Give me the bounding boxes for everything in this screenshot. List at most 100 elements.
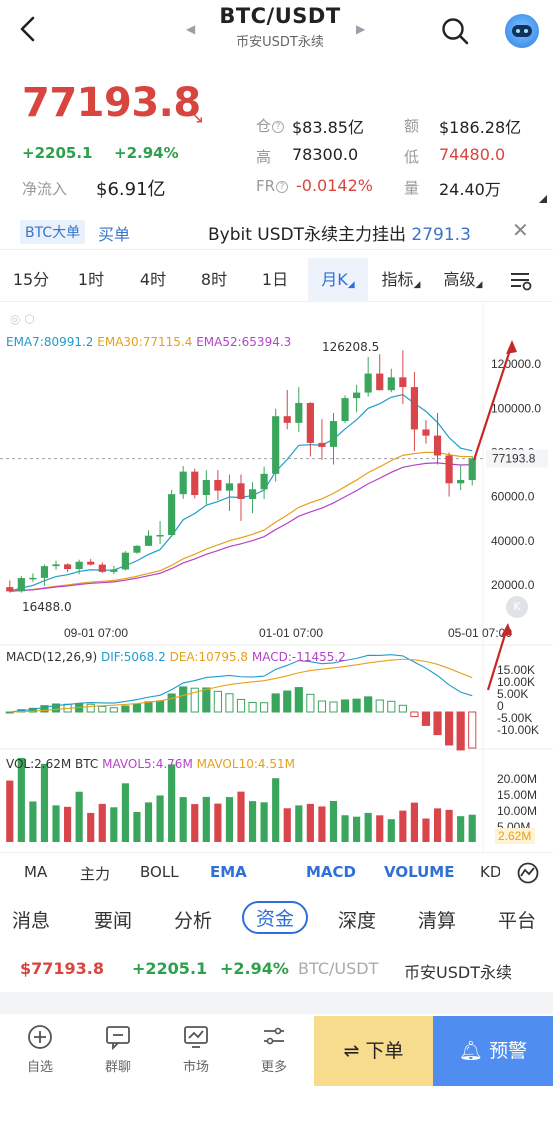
volume-bar <box>6 780 14 842</box>
macd-bar <box>121 705 130 713</box>
volume-axis-label: 15.00M <box>497 788 537 802</box>
ema52-line <box>9 462 473 592</box>
volume-bar <box>110 807 118 842</box>
macd-bar <box>271 693 280 713</box>
candle-body <box>295 402 303 423</box>
dea-label: DEA:10795.8 <box>169 650 249 664</box>
tab-monthly[interactable]: 月K◢ <box>308 258 368 302</box>
macd-bar <box>155 700 165 713</box>
ind-ma[interactable]: MA <box>24 863 48 881</box>
ind-macd[interactable]: MACD <box>306 863 356 881</box>
low-value: 74480.0 <box>439 145 506 164</box>
tab-advanced-label: 高级 <box>443 270 476 289</box>
reset-zoom-icon[interactable]: K <box>506 596 528 618</box>
ema30-line <box>9 451 473 592</box>
assistant-bot-icon[interactable] <box>505 14 539 48</box>
nav-watchlist[interactable]: 自选 <box>10 1024 70 1075</box>
last-price: 77193.8 <box>22 80 201 126</box>
close-icon[interactable]: ✕ <box>512 218 529 242</box>
tab-15m[interactable]: 15分 <box>12 270 50 289</box>
summary-price-value: 77193.8 <box>31 959 105 978</box>
funding-rate-label[interactable]: FR? <box>256 177 289 195</box>
macd-bar <box>317 700 327 713</box>
current-price-tag-bg <box>486 449 548 468</box>
volume-bar <box>52 805 60 842</box>
macd-axis-label: -5.00K <box>497 711 532 725</box>
tab-depth[interactable]: 深度 <box>338 910 377 932</box>
macd-bar <box>260 702 269 713</box>
volume-bar <box>295 805 303 842</box>
oi-label[interactable]: 仓? <box>256 115 285 136</box>
candle-body <box>75 561 83 570</box>
tab-8h[interactable]: 8时 <box>200 270 228 289</box>
ind-volume[interactable]: VOLUME <box>384 863 455 881</box>
chart-settings-icon[interactable] <box>508 270 534 292</box>
oi-value: $83.85亿 <box>292 118 364 137</box>
macd-value-label: MACD:-11455.2 <box>251 650 346 664</box>
macd-bar <box>294 687 303 713</box>
section-divider <box>0 992 553 1014</box>
indicator-settings-icon[interactable] <box>516 861 540 885</box>
tab-1d[interactable]: 1日 <box>261 270 289 289</box>
macd-bar <box>225 693 234 713</box>
tab-4h[interactable]: 4时 <box>139 270 167 289</box>
tab-headlines[interactable]: 要闻 <box>94 910 133 932</box>
tab-analysis[interactable]: 分析 <box>174 910 213 932</box>
pair-subtitle: 币安USDT永续 <box>236 35 324 50</box>
candle-body <box>318 442 326 447</box>
candle-body <box>272 416 280 474</box>
arrow-head-icon <box>506 340 517 354</box>
news-ticker[interactable]: BTC大单 买单 Bybit USDT永续主力挂出 2791.3 ✕ <box>0 212 553 250</box>
candle-body <box>376 373 384 391</box>
macd-bar <box>144 701 153 713</box>
candle-body <box>98 564 106 572</box>
ticker-partial: 买单 <box>98 225 131 244</box>
volume-bar <box>17 757 25 842</box>
next-pair-icon[interactable]: ▶ <box>356 22 366 36</box>
tab-indicators[interactable]: 指标◢ <box>372 258 430 302</box>
nav-market[interactable]: 市场 <box>166 1024 226 1075</box>
time-axis-label: 09-01 07:00 <box>64 626 128 640</box>
tab-news[interactable]: 消息 <box>12 910 51 932</box>
expand-corner-icon[interactable] <box>538 194 548 204</box>
info-icon[interactable]: ? <box>276 181 289 193</box>
price-alert-button[interactable]: 🔔︎ 预警 <box>433 1016 553 1086</box>
ind-kdj[interactable]: KDJ <box>480 863 500 881</box>
ind-main[interactable]: 主力 <box>80 865 111 883</box>
macd-bar <box>167 693 176 713</box>
tab-platform[interactable]: 平台 <box>498 910 537 932</box>
back-arrow-icon[interactable] <box>18 14 46 46</box>
macd-axis-label: 15.00K <box>497 663 535 677</box>
macd-bar <box>179 686 188 713</box>
swap-arrows-icon: ⇌ <box>343 1040 360 1062</box>
search-icon[interactable] <box>440 16 470 46</box>
chart-tool-icons[interactable]: ◎ ⬡ <box>10 312 35 326</box>
ind-boll[interactable]: BOLL <box>140 863 179 881</box>
info-icon[interactable]: ? <box>272 121 285 133</box>
nav-group-chat[interactable]: 群聊 <box>88 1024 148 1075</box>
place-order-button[interactable]: ⇌ 下单 <box>314 1016 433 1086</box>
candle-body <box>168 494 176 536</box>
candle-body <box>399 377 407 388</box>
macd-axis-label: 10.00K <box>497 675 535 689</box>
high-value: 78300.0 <box>292 145 359 164</box>
macd-bar <box>398 704 407 713</box>
prev-pair-icon[interactable]: ◀ <box>186 22 196 36</box>
candle-body <box>202 480 210 496</box>
macd-bar <box>248 701 257 713</box>
candle-body <box>214 480 222 491</box>
volume-bar <box>214 803 222 842</box>
volume-bar <box>29 801 37 842</box>
annotation-arrow-up <box>472 343 514 461</box>
macd-bar <box>410 711 419 718</box>
tab-liquidation[interactable]: 清算 <box>418 910 457 932</box>
tab-funds[interactable]: 资金 <box>242 901 309 934</box>
ind-ema[interactable]: EMA <box>210 863 247 881</box>
volume-bar <box>422 818 430 842</box>
pair-title-block[interactable]: BTC/USDT 币安USDT永续 <box>180 4 380 50</box>
volume-bar <box>376 815 384 842</box>
tab-advanced[interactable]: 高级◢ <box>434 258 492 302</box>
nav-more[interactable]: 更多 <box>244 1024 304 1075</box>
tab-1h[interactable]: 1时 <box>77 270 105 289</box>
